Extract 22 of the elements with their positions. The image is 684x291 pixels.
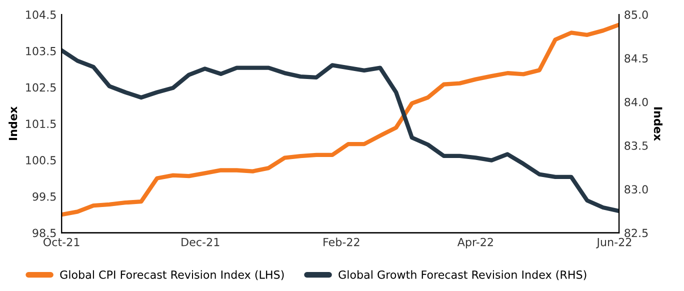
x-tick-label: Apr-22: [457, 238, 493, 248]
y-tick-label: 103.5: [26, 46, 56, 56]
y-axis-title: Index: [8, 106, 18, 140]
y2-tick-label: 85.0: [624, 10, 648, 19]
x-tick-label: Dec-21: [182, 238, 220, 246]
y-tick-label: 104.5: [26, 10, 56, 19]
y2-axis-title: Index: [654, 107, 663, 141]
legend-label: Global Growth Forecast Revision Index (RHS): [338, 270, 586, 280]
y2-tick-label: 83.5: [624, 141, 648, 150]
x-tick-label: Feb-22: [324, 238, 360, 246]
x-tick-label: Jun-22: [596, 238, 632, 248]
y-tick-label: 101.5: [26, 120, 56, 128]
y2-tick-label: 82.5: [624, 228, 648, 238]
y2-tick-label: 84.5: [624, 54, 648, 63]
y-tick-label: 102.5: [26, 83, 56, 92]
y-tick-label: 98.5: [32, 228, 56, 238]
y-tick-label: 99.5: [32, 192, 56, 201]
legend-label: Global CPI Forecast Revision Index (LHS): [60, 270, 284, 280]
y2-tick-label: 83.0: [624, 185, 648, 194]
y2-tick-label: 84.0: [624, 98, 648, 106]
x-tick-label: Oct-21: [44, 238, 80, 246]
y-tick-label: 100.5: [26, 156, 56, 164]
